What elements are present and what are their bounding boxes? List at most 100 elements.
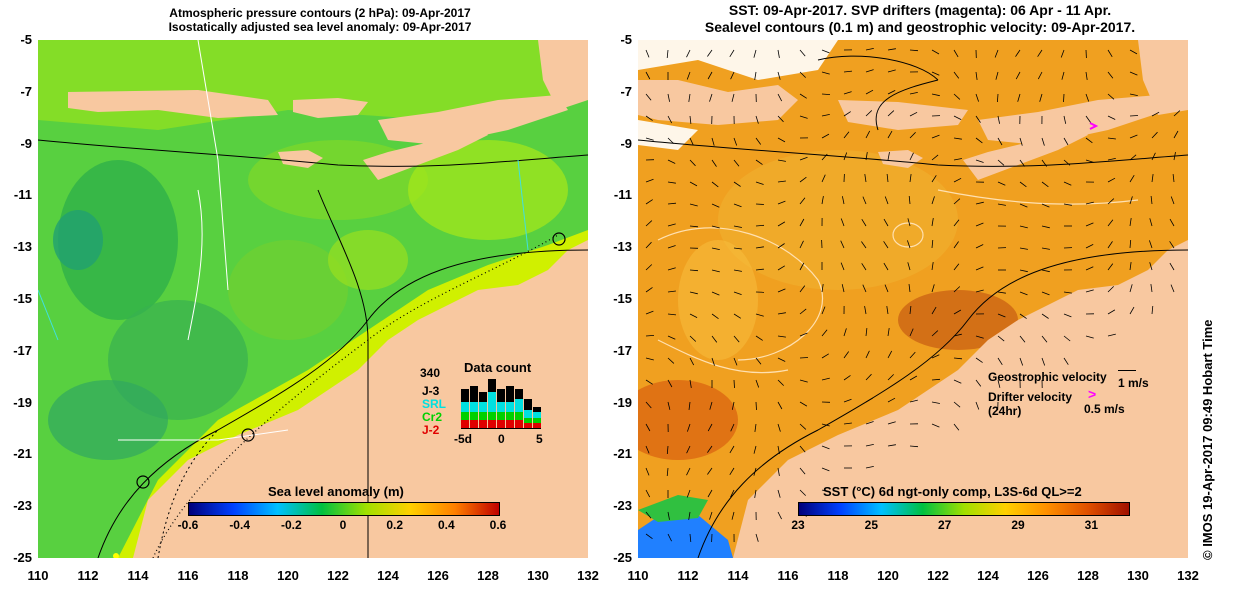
velocity-vector [843,111,851,117]
velocity-vector [755,203,765,205]
velocity-vector [975,93,979,102]
velocity-vector [864,174,867,183]
velocity-vector [1041,357,1046,366]
velocity-vector [753,467,757,476]
axis-tick-label: -13 [613,239,632,255]
data-count-bar-segment [488,412,496,421]
velocity-vector [686,489,691,498]
velocity-vector [666,49,669,59]
axis-tick-label: 130 [527,568,549,583]
velocity-vector [1085,289,1094,293]
velocity-vector [667,115,673,124]
velocity-vector [1037,49,1043,57]
data-count-bar-segment [479,412,487,421]
velocity-vector [645,71,651,80]
velocity-vector [821,174,826,183]
velocity-vector [907,240,911,249]
data-count-bar-segment [515,399,523,413]
velocity-vector [953,263,960,271]
data-count-label: Data count [464,360,532,375]
velocity-vector [865,350,870,359]
velocity-vector [755,268,765,271]
velocity-vector [645,178,654,183]
axis-tick-label: 122 [927,568,949,583]
data-count-bar-segment [470,412,478,421]
velocity-vector [931,93,940,97]
velocity-vector [909,49,919,52]
velocity-vector [777,467,780,476]
velocity-vector [1169,218,1175,227]
velocity-vector [711,291,720,296]
velocity-vector [953,198,961,205]
axis-tick-label: 124 [377,568,399,583]
velocity-vector [1041,269,1050,273]
velocity-vector [799,218,805,227]
velocity-vector [975,137,983,144]
velocity-vector [865,110,873,117]
data-count-bar-segment [461,402,469,413]
velocity-vector [975,289,984,293]
velocity-vector [1063,137,1069,146]
velocity-vector [997,137,1003,146]
velocity-vector [842,196,845,205]
data-count-bar-segment [479,402,487,413]
velocity-vector [1019,159,1026,167]
sst-colorbar [798,502,1130,516]
right-title-line2: Sealevel contours (0.1 m) and geostrophi… [704,19,1136,35]
velocity-vector [931,306,937,315]
axis-tick-label: 112 [677,568,699,583]
velocity-vector [953,401,961,408]
left-title-line2: Isostatically adjusted sea level anomaly… [168,20,472,34]
velocity-vector [667,267,676,271]
velocity-vector [645,401,652,409]
velocity-vector [755,159,763,165]
velocity-vector [997,181,1006,186]
velocity-vector [667,93,670,102]
velocity-vector [645,49,650,58]
velocity-vector [731,401,735,410]
velocity-vector [686,445,691,454]
colorbar-tick-label: 0.2 [386,518,403,532]
data-count-source-cr2: Cr2 [422,410,442,424]
axis-tick-label: -15 [613,291,632,306]
sea-level-anomaly-map[interactable]: 340 Data count J-3 SRL Cr2 J-2 -5d 0 5 S… [38,40,588,558]
velocity-vector [1041,313,1049,319]
velocity-vector [1129,134,1138,139]
data-count-bar-segment [524,399,532,410]
velocity-vector [777,489,781,498]
data-count-bar-segment [461,412,469,421]
velocity-vector [1019,335,1026,343]
data-count-axis-label-2: 5 [536,432,543,446]
velocity-vector [821,489,830,493]
axis-tick-label: 112 [77,568,99,583]
colorbar-tick-label: -0.2 [280,518,302,532]
data-count-bar-segment [461,389,469,403]
velocity-vector [730,489,735,498]
data-count-bar-segment [479,391,487,403]
geostrophic-scale: 1 m/s [1118,376,1149,390]
velocity-vector [909,111,918,117]
velocity-vector [997,115,1000,124]
axis-tick-label: 118 [227,568,249,583]
velocity-vector [777,159,786,162]
data-count-bar-segment [506,420,514,428]
velocity-vector [707,49,713,57]
velocity-vector [865,69,874,73]
velocity-vector [753,445,757,454]
data-count-bar-segment [497,420,505,428]
velocity-vector [975,222,984,227]
velocity-vector [777,423,781,432]
colorbar-tick-label: 23 [791,518,805,532]
velocity-vector [862,196,867,205]
velocity-vector [843,70,853,73]
sst-map[interactable]: Geostrophic velocity 1 m/s Drifter veloc… [638,40,1188,558]
velocity-vector [1129,306,1135,315]
velocity-vector [711,203,720,208]
velocity-vector [1085,137,1093,144]
velocity-vector [887,350,893,359]
velocity-vector [689,159,696,167]
velocity-vector [931,354,940,359]
velocity-vector [887,69,896,73]
velocity-vector [1019,357,1024,366]
velocity-vector [645,335,655,337]
